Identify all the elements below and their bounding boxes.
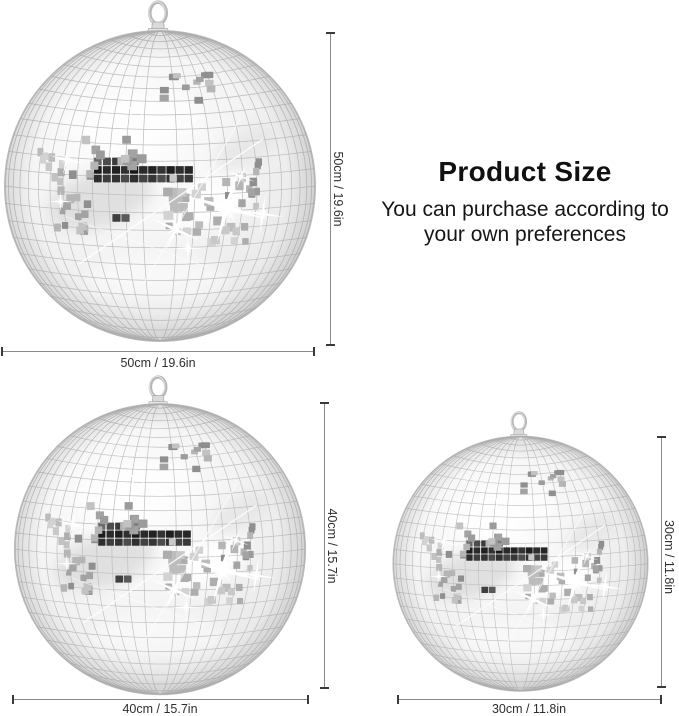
subtitle-line-1: You can purchase according to [381, 198, 669, 221]
disco-ball-30cm-photo [392, 411, 649, 692]
dimension-label-height-40cm: 40cm / 15.7in [325, 508, 339, 584]
disco-ball-50cm [0, 0, 320, 346]
disco-ball-30cm [389, 411, 652, 695]
product-size-text-block: Product Size You can purchase according … [370, 156, 679, 247]
disco-ball-40cm [10, 375, 310, 699]
disco-ball-50cm-photo [4, 0, 316, 342]
dimension-label-width-30cm: 30cm / 11.8in [491, 702, 567, 716]
dimension-label-height-30cm: 30cm / 11.8in [662, 519, 676, 595]
dimension-label-width-50cm: 50cm / 19.6in [120, 356, 196, 370]
dimension-label-width-40cm: 40cm / 15.7in [122, 702, 198, 716]
disco-ball-40cm-photo [13, 375, 307, 696]
dimension-line-height-30cm [657, 436, 666, 688]
product-size-title: Product Size [438, 156, 612, 187]
dimension-label-height-50cm: 50cm / 19.6in [331, 151, 345, 227]
dimension-line-width-40cm [12, 695, 309, 704]
product-size-subtitle: You can purchase according to your own p… [370, 197, 679, 247]
subtitle-line-2: your own preferences [424, 223, 626, 246]
dimension-line-height-40cm [320, 402, 329, 689]
dimension-line-width-30cm [397, 695, 662, 704]
dimension-line-height-50cm [326, 32, 335, 346]
dimension-line-width-50cm [1, 347, 315, 356]
